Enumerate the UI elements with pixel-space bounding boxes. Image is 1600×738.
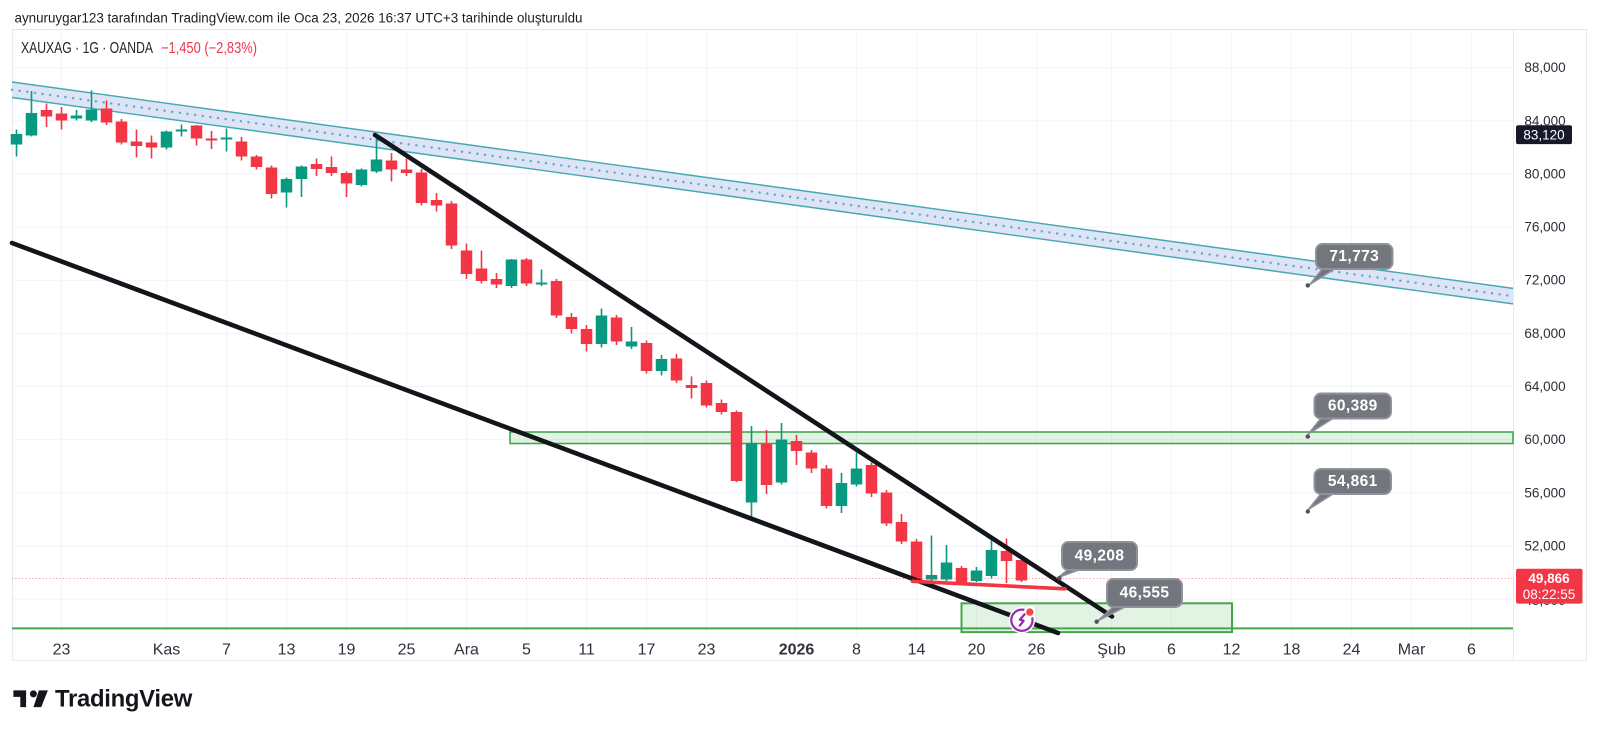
svg-text:71,773: 71,773 bbox=[1329, 248, 1379, 265]
svg-text:80,000: 80,000 bbox=[1524, 166, 1565, 181]
svg-text:14: 14 bbox=[908, 641, 926, 658]
svg-text:6: 6 bbox=[1467, 641, 1476, 658]
svg-text:26: 26 bbox=[1028, 641, 1046, 658]
svg-text:17: 17 bbox=[638, 641, 656, 658]
svg-text:23: 23 bbox=[698, 641, 716, 658]
svg-text:64,000: 64,000 bbox=[1524, 379, 1565, 394]
svg-text:5: 5 bbox=[522, 641, 531, 658]
svg-text:20: 20 bbox=[968, 641, 986, 658]
svg-text:Kas: Kas bbox=[153, 641, 181, 658]
svg-text:2026: 2026 bbox=[779, 641, 815, 658]
svg-text:19: 19 bbox=[338, 641, 356, 658]
svg-text:56,000: 56,000 bbox=[1524, 485, 1565, 500]
svg-text:49,208: 49,208 bbox=[1075, 548, 1125, 565]
svg-text:aynuruygar123 tarafından Tradi: aynuruygar123 tarafından TradingView.com… bbox=[15, 10, 583, 25]
svg-text:−1,450 (−2,83%): −1,450 (−2,83%) bbox=[161, 40, 257, 57]
svg-text:68,000: 68,000 bbox=[1524, 326, 1565, 341]
svg-text:46,555: 46,555 bbox=[1120, 585, 1170, 602]
svg-text:72,000: 72,000 bbox=[1524, 273, 1565, 288]
svg-text:Ara: Ara bbox=[454, 641, 479, 658]
svg-text:88,000: 88,000 bbox=[1524, 60, 1565, 75]
svg-text:18: 18 bbox=[1283, 641, 1301, 658]
svg-text:23: 23 bbox=[53, 641, 71, 658]
svg-text:Mar: Mar bbox=[1398, 641, 1426, 658]
svg-text:12: 12 bbox=[1223, 641, 1241, 658]
svg-text:49,866: 49,866 bbox=[1528, 571, 1570, 586]
svg-text:83,120: 83,120 bbox=[1523, 127, 1564, 142]
svg-text:60,000: 60,000 bbox=[1524, 432, 1565, 447]
svg-text:11: 11 bbox=[578, 641, 595, 658]
svg-text:6: 6 bbox=[1167, 641, 1176, 658]
svg-text:08:22:55: 08:22:55 bbox=[1523, 587, 1576, 602]
svg-text:52,000: 52,000 bbox=[1524, 539, 1565, 554]
svg-text:13: 13 bbox=[278, 641, 296, 658]
svg-text:76,000: 76,000 bbox=[1524, 220, 1565, 235]
svg-text:XAUXAG · 1G · OANDA: XAUXAG · 1G · OANDA bbox=[21, 40, 154, 57]
svg-text:25: 25 bbox=[398, 641, 416, 658]
svg-text:TradingView: TradingView bbox=[55, 686, 193, 713]
svg-text:24: 24 bbox=[1343, 641, 1361, 658]
svg-text:54,861: 54,861 bbox=[1328, 473, 1378, 490]
svg-text:84,000: 84,000 bbox=[1524, 113, 1565, 128]
svg-text:7: 7 bbox=[222, 641, 231, 658]
svg-text:Şub: Şub bbox=[1097, 641, 1126, 658]
svg-text:8: 8 bbox=[852, 641, 861, 658]
svg-text:60,389: 60,389 bbox=[1328, 398, 1378, 415]
